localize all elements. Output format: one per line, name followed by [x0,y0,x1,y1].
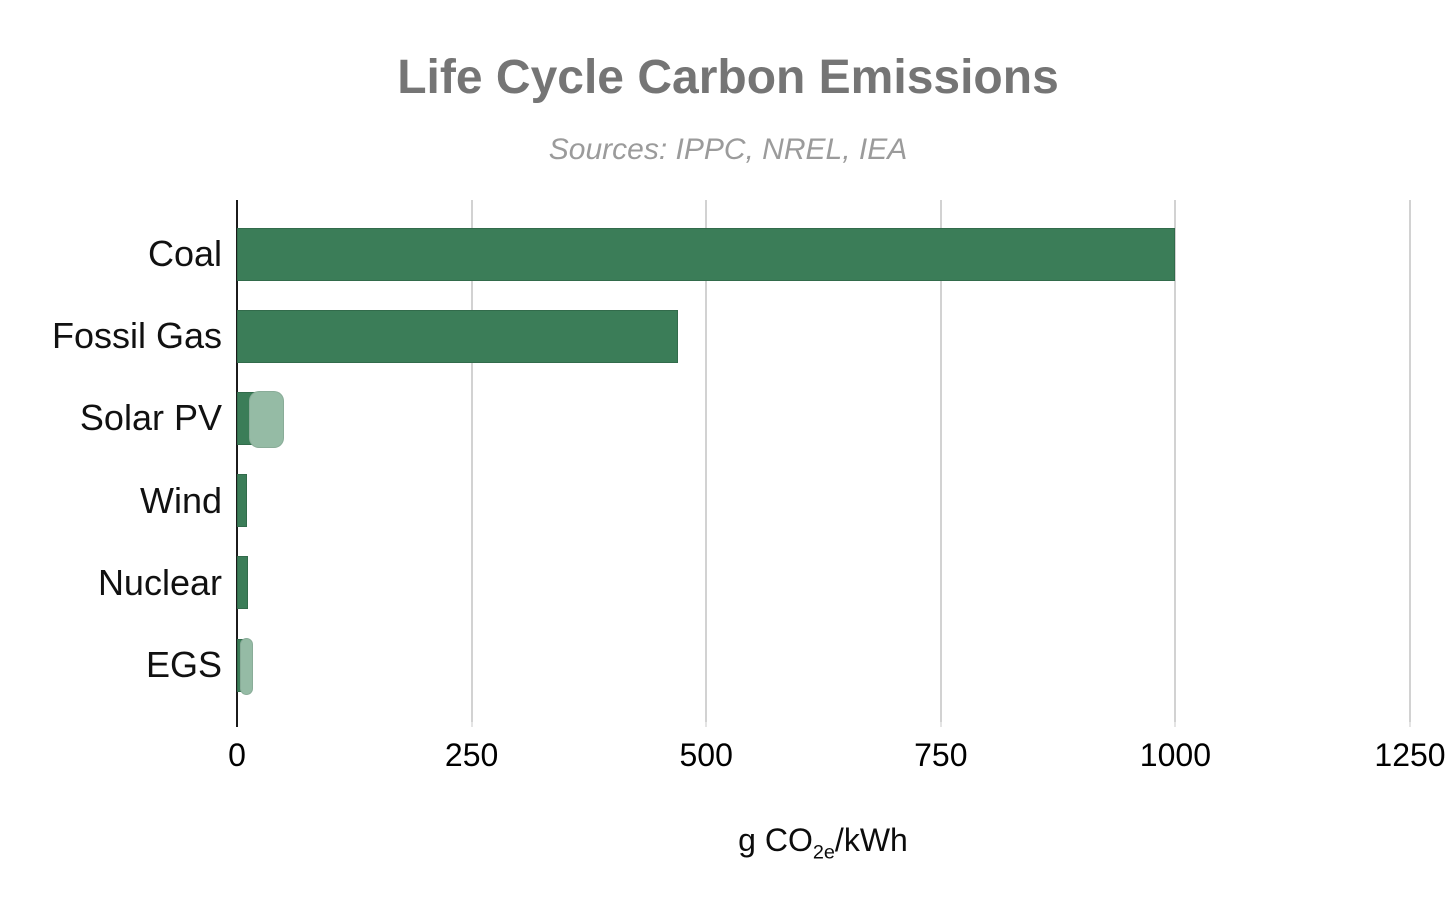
tick-mark [705,722,708,727]
x-tick-label-250: 250 [444,737,499,773]
bar-fossil-gas [237,309,679,363]
x-tick-label-750: 750 [914,737,968,773]
bar-range-solar-pv [249,390,285,448]
category-label-egs: EGS [145,644,222,685]
category-label-coal: Coal [147,233,222,274]
x-axis-title-suffix: /kWh [834,822,908,858]
bar-coal [237,227,1176,281]
category-label-wind: Wind [139,479,222,521]
category-label-solar-pv: Solar PV [79,397,222,439]
bar-wind [237,474,248,528]
x-tick-label-1250: 1250 [1374,737,1446,773]
plot-area [236,200,1456,727]
gridline-x-500 [705,200,708,727]
x-axis-title: g CO2e/kWh [738,822,908,862]
category-label-nuclear: Nuclear [97,561,222,603]
gridline-x-750 [939,200,942,727]
x-tick-label-0: 0 [228,737,246,773]
category-label-fossil-gas: Fossil Gas [51,315,222,357]
chart-subtitle: Sources: IPPC, NREL, IEA [548,133,908,166]
bar-range-egs [239,637,254,695]
gridline-x-250 [470,200,473,727]
x-axis-title-subscript: 2e [812,841,835,864]
tick-mark [470,722,473,727]
x-tick-label-1000: 1000 [1139,737,1211,773]
x-tick-label-500: 500 [679,737,733,773]
chart-title: Life Cycle Carbon Emissions [397,51,1059,104]
category-labels: Coal Fossil Gas Solar PV Wind Nuclear EGS [0,200,222,722]
tick-mark [1174,722,1177,727]
gridline-x-1000 [1174,200,1177,727]
tick-mark [1409,722,1411,727]
bar-nuclear [237,556,249,610]
gridline-x-1250 [1409,200,1411,727]
tick-mark [939,722,942,727]
x-axis-title-prefix: g CO [738,822,813,858]
y-axis-line [236,200,238,727]
